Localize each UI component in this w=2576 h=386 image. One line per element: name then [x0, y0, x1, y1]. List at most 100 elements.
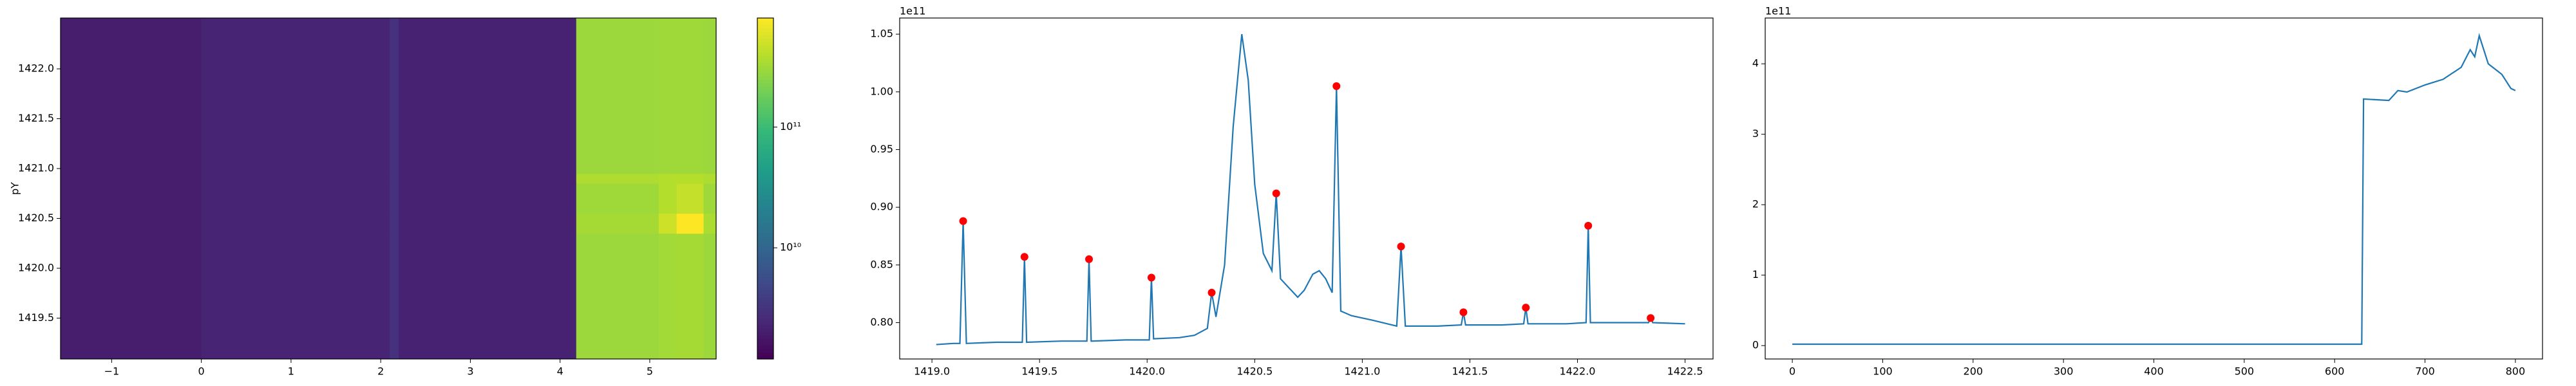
x-tick-label: 600: [2325, 365, 2345, 378]
colorbar-step: [757, 284, 773, 288]
colorbar-step: [757, 273, 773, 278]
colorbar-step: [757, 106, 773, 111]
colorbar-step: [757, 208, 773, 213]
x-tick-label: −1: [104, 365, 120, 378]
x-tick-label: 4: [557, 365, 564, 378]
colorbar-step: [757, 280, 773, 284]
colorbar-step: [757, 69, 773, 73]
colorbar-step: [757, 253, 773, 257]
offset-label: 1e11: [1765, 5, 1791, 17]
colorbar-step: [757, 239, 773, 244]
colorbar-step: [757, 76, 773, 80]
heatmap-cell: [61, 18, 202, 174]
heatmap-cell: [703, 233, 717, 360]
colorbar-step: [757, 212, 773, 216]
heatmap-cell: [703, 18, 717, 174]
heatmap-cell: [61, 233, 202, 360]
y-axis-label: pY: [9, 182, 21, 195]
colorbar-step: [757, 110, 773, 114]
y-tick-label: 0.90: [870, 201, 893, 213]
x-tick-label: 1420.0: [1129, 365, 1165, 378]
heatmap-cell: [703, 173, 717, 184]
colorbar-step: [757, 202, 773, 207]
colorbar-step: [757, 260, 773, 264]
axes-frame: [899, 17, 1714, 360]
heatmap-cell: [61, 183, 202, 214]
colorbar-step: [757, 137, 773, 142]
colorbar-step: [757, 38, 773, 42]
heatmap-cell: [201, 213, 390, 234]
colorbar-step: [757, 277, 773, 281]
colorbar-step: [757, 89, 773, 94]
heatmap-cell: [658, 183, 677, 214]
peak-marker: [1020, 253, 1028, 261]
x-tick-label: 1421.5: [1452, 365, 1488, 378]
colorbar-step: [757, 151, 773, 155]
heatmap-cell: [576, 18, 659, 174]
colorbar-step: [757, 42, 773, 46]
colorbar-step: [757, 345, 773, 349]
heatmap-cell: [576, 183, 659, 214]
x-tick-label: 200: [1964, 365, 1984, 378]
colorbar-step: [757, 161, 773, 165]
heatmap-cell: [399, 213, 577, 234]
y-tick-label: 3: [1752, 127, 1759, 140]
heatmap-cell: [658, 233, 677, 360]
heatmap-cell: [658, 18, 677, 174]
colorbar-step: [757, 352, 773, 356]
heatmap-cell: [576, 233, 659, 360]
heatmap-cell: [201, 173, 390, 184]
heatmap-cell: [576, 173, 659, 184]
colorbar-step: [757, 62, 773, 66]
colorbar-step: [757, 250, 773, 254]
colorbar-step: [757, 144, 773, 148]
colorbar-step: [757, 174, 773, 179]
colorbar-step: [757, 195, 773, 199]
colorbar-tick-label: 10¹¹: [780, 120, 801, 133]
peak-marker: [1584, 221, 1593, 230]
colorbar-step: [757, 59, 773, 63]
colorbar-step: [757, 130, 773, 134]
heatmap-cell: [676, 18, 705, 174]
colorbar-step: [757, 168, 773, 172]
y-tick-label: 1.05: [870, 28, 893, 40]
y-tick-label: 1422.0: [18, 62, 54, 75]
peak-marker: [1647, 314, 1655, 322]
peak-marker: [1397, 243, 1405, 251]
colorbar-step: [757, 52, 773, 56]
colorbar-step: [757, 355, 773, 360]
y-tick-label: 1: [1752, 268, 1759, 280]
heatmap-cell: [703, 183, 717, 214]
heatmap-cell: [399, 18, 577, 174]
y-tick-label: 1421.5: [18, 112, 54, 124]
colorbar-step: [757, 124, 773, 128]
peak-marker: [1147, 273, 1155, 282]
heatmap-cell: [390, 173, 399, 184]
y-tick-label: 1420.0: [18, 261, 54, 273]
peak-marker: [1272, 189, 1280, 198]
colorbar-step: [757, 147, 773, 152]
x-tick-label: 800: [2506, 365, 2526, 378]
colorbar-step: [757, 96, 773, 100]
y-tick-label: 1.00: [870, 85, 893, 97]
heatmap-cell: [658, 173, 677, 184]
heatmap-cell: [703, 213, 717, 234]
peak-marker: [959, 217, 967, 225]
x-tick-label: 400: [2144, 365, 2164, 378]
y-tick-label: 0.80: [870, 316, 893, 328]
colorbar-step: [757, 32, 773, 36]
axes-frame: [1765, 17, 2543, 360]
colorbar-step: [757, 127, 773, 131]
colorbar-step: [757, 338, 773, 343]
colorbar-frame: [757, 17, 774, 360]
heatmap-cell: [201, 233, 390, 360]
peak-marker: [1332, 82, 1341, 90]
colorbar-step: [757, 308, 773, 312]
colorbar-step: [757, 113, 773, 118]
heatmap-cell: [576, 213, 659, 234]
heatmap-cell: [201, 18, 390, 174]
x-tick-label: 5: [647, 365, 653, 378]
colorbar-step: [757, 325, 773, 329]
colorbar-step: [757, 291, 773, 295]
colorbar-step: [757, 154, 773, 158]
